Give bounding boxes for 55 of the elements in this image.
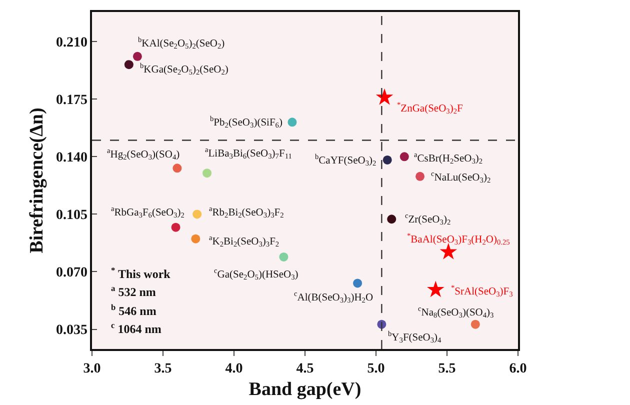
point xyxy=(191,234,200,244)
x-axis-title: Band gap(eV) xyxy=(248,378,362,400)
point xyxy=(171,222,180,232)
annotation: $^{a}$ 532 nm xyxy=(111,284,156,300)
annotation: $^{c}$ 1064 nm xyxy=(111,321,162,336)
y-tick-label: 0.210 xyxy=(56,35,88,50)
text: $^{a}$Rb$_{2}$Bi$_{2}$(SeO$_{3}$)$_{3}$F$_{2}$ xyxy=(209,204,284,220)
x-tick-label: 5.5 xyxy=(438,362,456,377)
point xyxy=(172,164,182,173)
x-tick-label: 4.0 xyxy=(225,362,243,377)
point xyxy=(470,320,480,329)
y-tick-label: 0.140 xyxy=(56,150,88,166)
series-label: $^{c}$Al(B(SeO$_{3}$)$_{3}$)H$_{2}$O xyxy=(294,289,374,305)
series-label: $^{b}$Y$_{3}$F(SeO$_{3}$)$_{4}$ xyxy=(388,329,442,345)
point xyxy=(426,280,444,298)
x-tick-label: 4.5 xyxy=(296,362,314,377)
point xyxy=(288,118,297,127)
text: $^{a}$K$_{2}$Bi$_{2}$(SeO$_{3}$)$_{3}$F$_{2}$ xyxy=(209,233,280,249)
x-tick-label: 5.0 xyxy=(367,362,385,377)
point xyxy=(202,168,212,178)
series-label: $^{b}$Pb$_{2}$(SeO$_{3}$)(SiF$_{6}$) xyxy=(210,114,283,130)
point xyxy=(132,52,142,61)
series-label: $^{c}$Zr(SeO$_{3}$)$_{2}$ xyxy=(405,211,451,227)
text: $^{c}$Na$_{8}$(SeO$_{3}$)(SO$_{4}$)$_{3}$ xyxy=(418,304,494,320)
point xyxy=(400,152,409,162)
y-tick-label: 0.175 xyxy=(56,93,88,108)
x-tick-label: 3.5 xyxy=(154,362,172,377)
point xyxy=(124,60,134,70)
series-label: $^{b}$CaYF(SeO$_{3}$)$_{2}$ xyxy=(315,152,377,168)
annotation: $^{b}$ 546 nm xyxy=(111,303,156,318)
y-axis-title: Birefringence(Δn) xyxy=(26,108,48,254)
y-tick-label: 0.105 xyxy=(56,208,88,224)
series-label: $^{*}$SrAl(SeO$_{3}$)F$_{3}$ xyxy=(451,283,514,299)
point xyxy=(387,214,396,224)
x-tick-label: 3.0 xyxy=(83,362,101,377)
text: $^{a}$LiBa$_{3}$Bi$_{6}$(SeO$_{3}$)$_{7}$F$_{11}$ xyxy=(205,145,292,161)
point xyxy=(376,88,394,105)
text: $^{b}$KAl(Se$_{2}$O$_{5}$)$_{2}$(SeO$_{2}$) xyxy=(138,35,225,51)
point xyxy=(416,172,425,181)
series-label: $^{a}$CsBr(H$_{2}$SeO$_{3}$)$_{2}$ xyxy=(414,150,483,166)
text: $^{b}$KGa(Se$_{2}$O$_{5}$)$_{2}$(SeO$_{2}$) xyxy=(140,61,228,77)
series-label: $^{a}$Hg$_{2}$(SeO$_{3}$)(SO$_{4}$) xyxy=(107,146,180,162)
point xyxy=(353,278,362,288)
series-label: $^{c}$NaLu(SeO$_{3}$)$_{2}$ xyxy=(431,169,491,185)
series-label: $^{c}$Ga(Se$_{2}$O$_{5}$)(HSeO$_{3}$) xyxy=(214,266,299,282)
series-label: $^{*}$ZnGa(SeO$_{3}$)$_{2}$F xyxy=(397,100,464,116)
text: $^{a}$RbGa$_{3}$F$_{6}$(SeO$_{3}$)$_{2}$ xyxy=(111,204,184,220)
point xyxy=(192,210,202,219)
point xyxy=(279,252,288,262)
text: $^{*}$BaAl(SeO$_{3}$)F$_{3}$(H$_{2}$O)$_{0.25}$ xyxy=(407,231,510,247)
y-tick-label: 0.070 xyxy=(56,266,88,281)
x-tick-label: 6.0 xyxy=(509,362,527,377)
y-tick-label: 0.035 xyxy=(56,323,88,338)
annotation: $^{*}$ This work xyxy=(111,266,171,282)
point xyxy=(382,155,392,164)
